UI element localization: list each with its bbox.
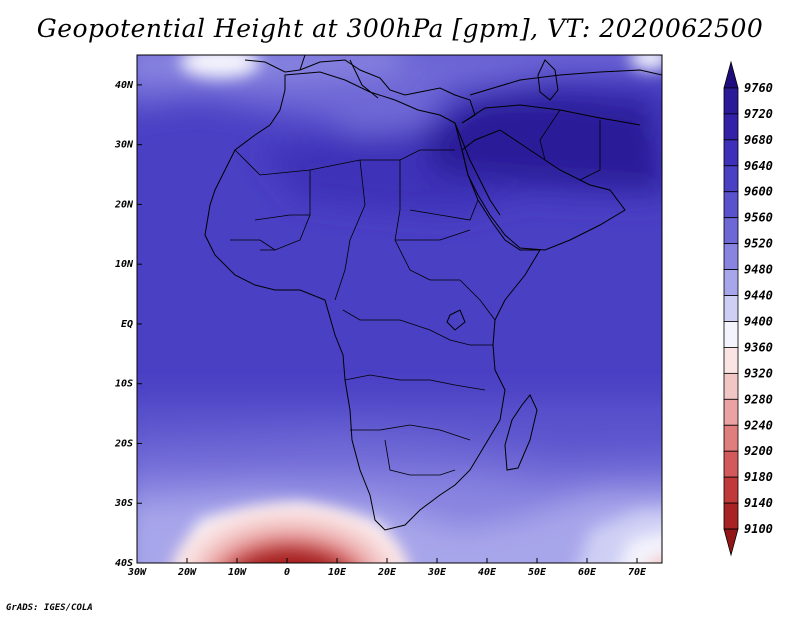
colorbar-label: 9640	[744, 159, 773, 173]
colorbar-label: 9240	[744, 418, 773, 432]
colorbar-swatch	[723, 450, 739, 478]
coastlines	[204, 55, 662, 531]
colorbar-label: 9180	[744, 470, 773, 484]
map-title: Geopotential Height at 300hPa [gpm], VT:…	[36, 14, 764, 43]
colorbar-label: 9560	[744, 211, 773, 225]
colorbar-label: 9440	[744, 289, 773, 303]
lat-tick-label: 10N	[115, 259, 134, 270]
lat-tick-label: 40S	[115, 558, 133, 569]
lon-tick-label: 20W	[177, 567, 197, 578]
colorbar-swatch	[723, 191, 739, 219]
colorbar-label: 9200	[744, 444, 773, 458]
map-frame	[136, 54, 663, 564]
lon-tick-label: 70E	[628, 567, 647, 578]
colorbar-swatch	[723, 243, 739, 270]
colorbar-label: 9600	[744, 185, 773, 199]
colorbar-label: 9320	[744, 366, 773, 380]
colorbar-swatch	[723, 269, 739, 296]
colorbar-label: 9280	[744, 392, 773, 406]
colorbar-swatch	[723, 347, 739, 374]
latitude-axis: 40N 30N 20N 10N EQ 10S 20S 30S 40S	[114, 80, 142, 569]
colorbar-label: 9520	[744, 237, 773, 251]
lon-tick-label: 30E	[427, 567, 447, 578]
lat-tick-label: 30N	[114, 140, 134, 151]
colorbar-label: 9360	[744, 340, 773, 354]
colorbar: 9760 9720 9680 9640 9600 9560 9520 9480 9440 9400…	[723, 60, 773, 557]
colorbar-swatch	[723, 113, 739, 141]
lat-tick-label: 20S	[114, 438, 133, 449]
colorbar-swatch	[723, 424, 739, 452]
lon-tick-label: 10W	[228, 567, 247, 578]
lon-tick-label: 20E	[377, 567, 397, 578]
colorbar-label: 9100	[744, 522, 773, 536]
colorbar-swatch	[723, 476, 739, 504]
lon-tick-label: 40E	[478, 567, 497, 578]
lon-tick-label: 10E	[328, 567, 347, 578]
lon-tick-label: 60E	[578, 567, 597, 578]
lat-tick-label: 30S	[114, 498, 133, 509]
colorbar-label: 9140	[744, 496, 773, 510]
lat-tick-label: EQ	[121, 319, 133, 330]
colorbar-swatch	[723, 528, 739, 557]
colorbar-swatch	[723, 398, 739, 426]
colorbar-swatch	[723, 502, 739, 530]
lon-tick-label: 30W	[127, 567, 147, 578]
colorbar-swatch	[723, 295, 739, 322]
colorbar-label: 9680	[744, 133, 773, 147]
longitude-axis: 30W 20W 10W 0 10E 20E 30E 40E 50E 60E 70E	[127, 558, 647, 578]
colorbar-label: 9480	[744, 263, 773, 277]
lat-tick-label: 40N	[115, 80, 134, 91]
lat-tick-label: 20N	[114, 199, 134, 210]
grads-credit: GrADS: IGES/COLA	[6, 603, 93, 613]
colorbar-swatch	[723, 321, 739, 348]
colorbar-swatch	[723, 165, 739, 193]
colorbar-label: 9720	[744, 107, 773, 121]
lon-tick-label: 0	[284, 567, 290, 578]
lon-tick-label: 50E	[528, 567, 547, 578]
colorbar-swatch	[723, 217, 739, 245]
colorbar-swatch	[723, 372, 739, 400]
colorbar-swatch	[723, 87, 739, 115]
colorbar-swatch	[723, 60, 739, 89]
colorbar-swatch	[723, 139, 739, 167]
colorbar-label: 9400	[744, 314, 773, 328]
colorbar-label: 9760	[744, 81, 773, 95]
lat-tick-label: 10S	[115, 379, 133, 390]
height-field	[137, 55, 662, 563]
